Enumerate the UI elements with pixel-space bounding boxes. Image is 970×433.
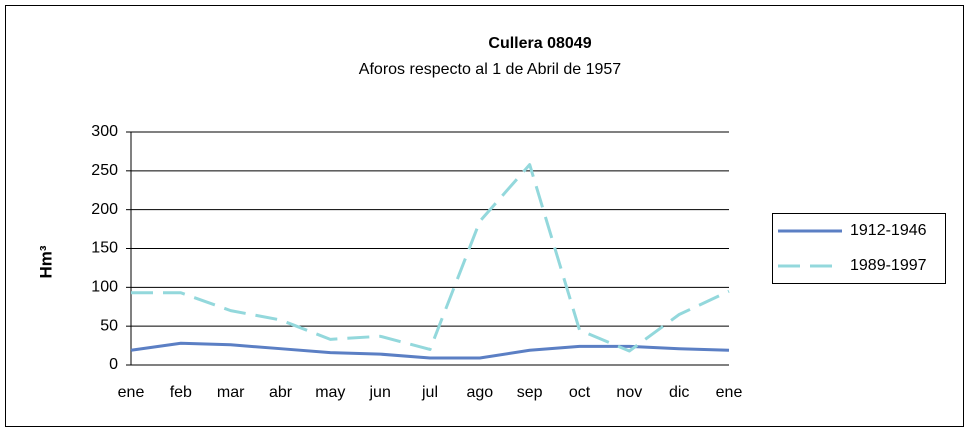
x-tick-label: abr bbox=[269, 384, 293, 401]
line-series bbox=[131, 163, 730, 353]
y-tick-label: 200 bbox=[91, 201, 118, 218]
legend-box bbox=[772, 213, 946, 284]
x-tick-label: sep bbox=[517, 384, 543, 401]
y-axis-label: Hm³ bbox=[36, 245, 55, 278]
x-tick-label: mar bbox=[217, 384, 245, 401]
legend-label: 1912-1946 bbox=[850, 222, 927, 239]
chart-subtitle: Aforos respecto al 1 de Abril de 1957 bbox=[359, 61, 621, 78]
x-tick-label: jun bbox=[368, 384, 390, 401]
legend-label: 1989-1997 bbox=[850, 257, 927, 274]
x-tick-label: jul bbox=[421, 384, 438, 401]
line-series bbox=[130, 341, 730, 360]
x-tick-label: may bbox=[315, 384, 345, 401]
y-tick-label: 50 bbox=[100, 317, 118, 334]
x-tick-label: ene bbox=[716, 384, 743, 401]
y-tick-label: 250 bbox=[91, 162, 118, 179]
x-tick-label: dic bbox=[669, 384, 689, 401]
y-tick-label: 300 bbox=[91, 123, 118, 140]
y-tick-label: 100 bbox=[91, 279, 118, 296]
x-tick-label: oct bbox=[569, 384, 591, 401]
chart-title: Cullera 08049 bbox=[488, 35, 591, 52]
y-tick-label: 150 bbox=[91, 240, 118, 257]
x-tick-label: nov bbox=[616, 384, 642, 401]
y-tick-label: 0 bbox=[109, 356, 118, 373]
x-tick-label: ene bbox=[118, 384, 145, 401]
x-tick-label: feb bbox=[170, 384, 192, 401]
x-tick-label: ago bbox=[466, 384, 493, 401]
